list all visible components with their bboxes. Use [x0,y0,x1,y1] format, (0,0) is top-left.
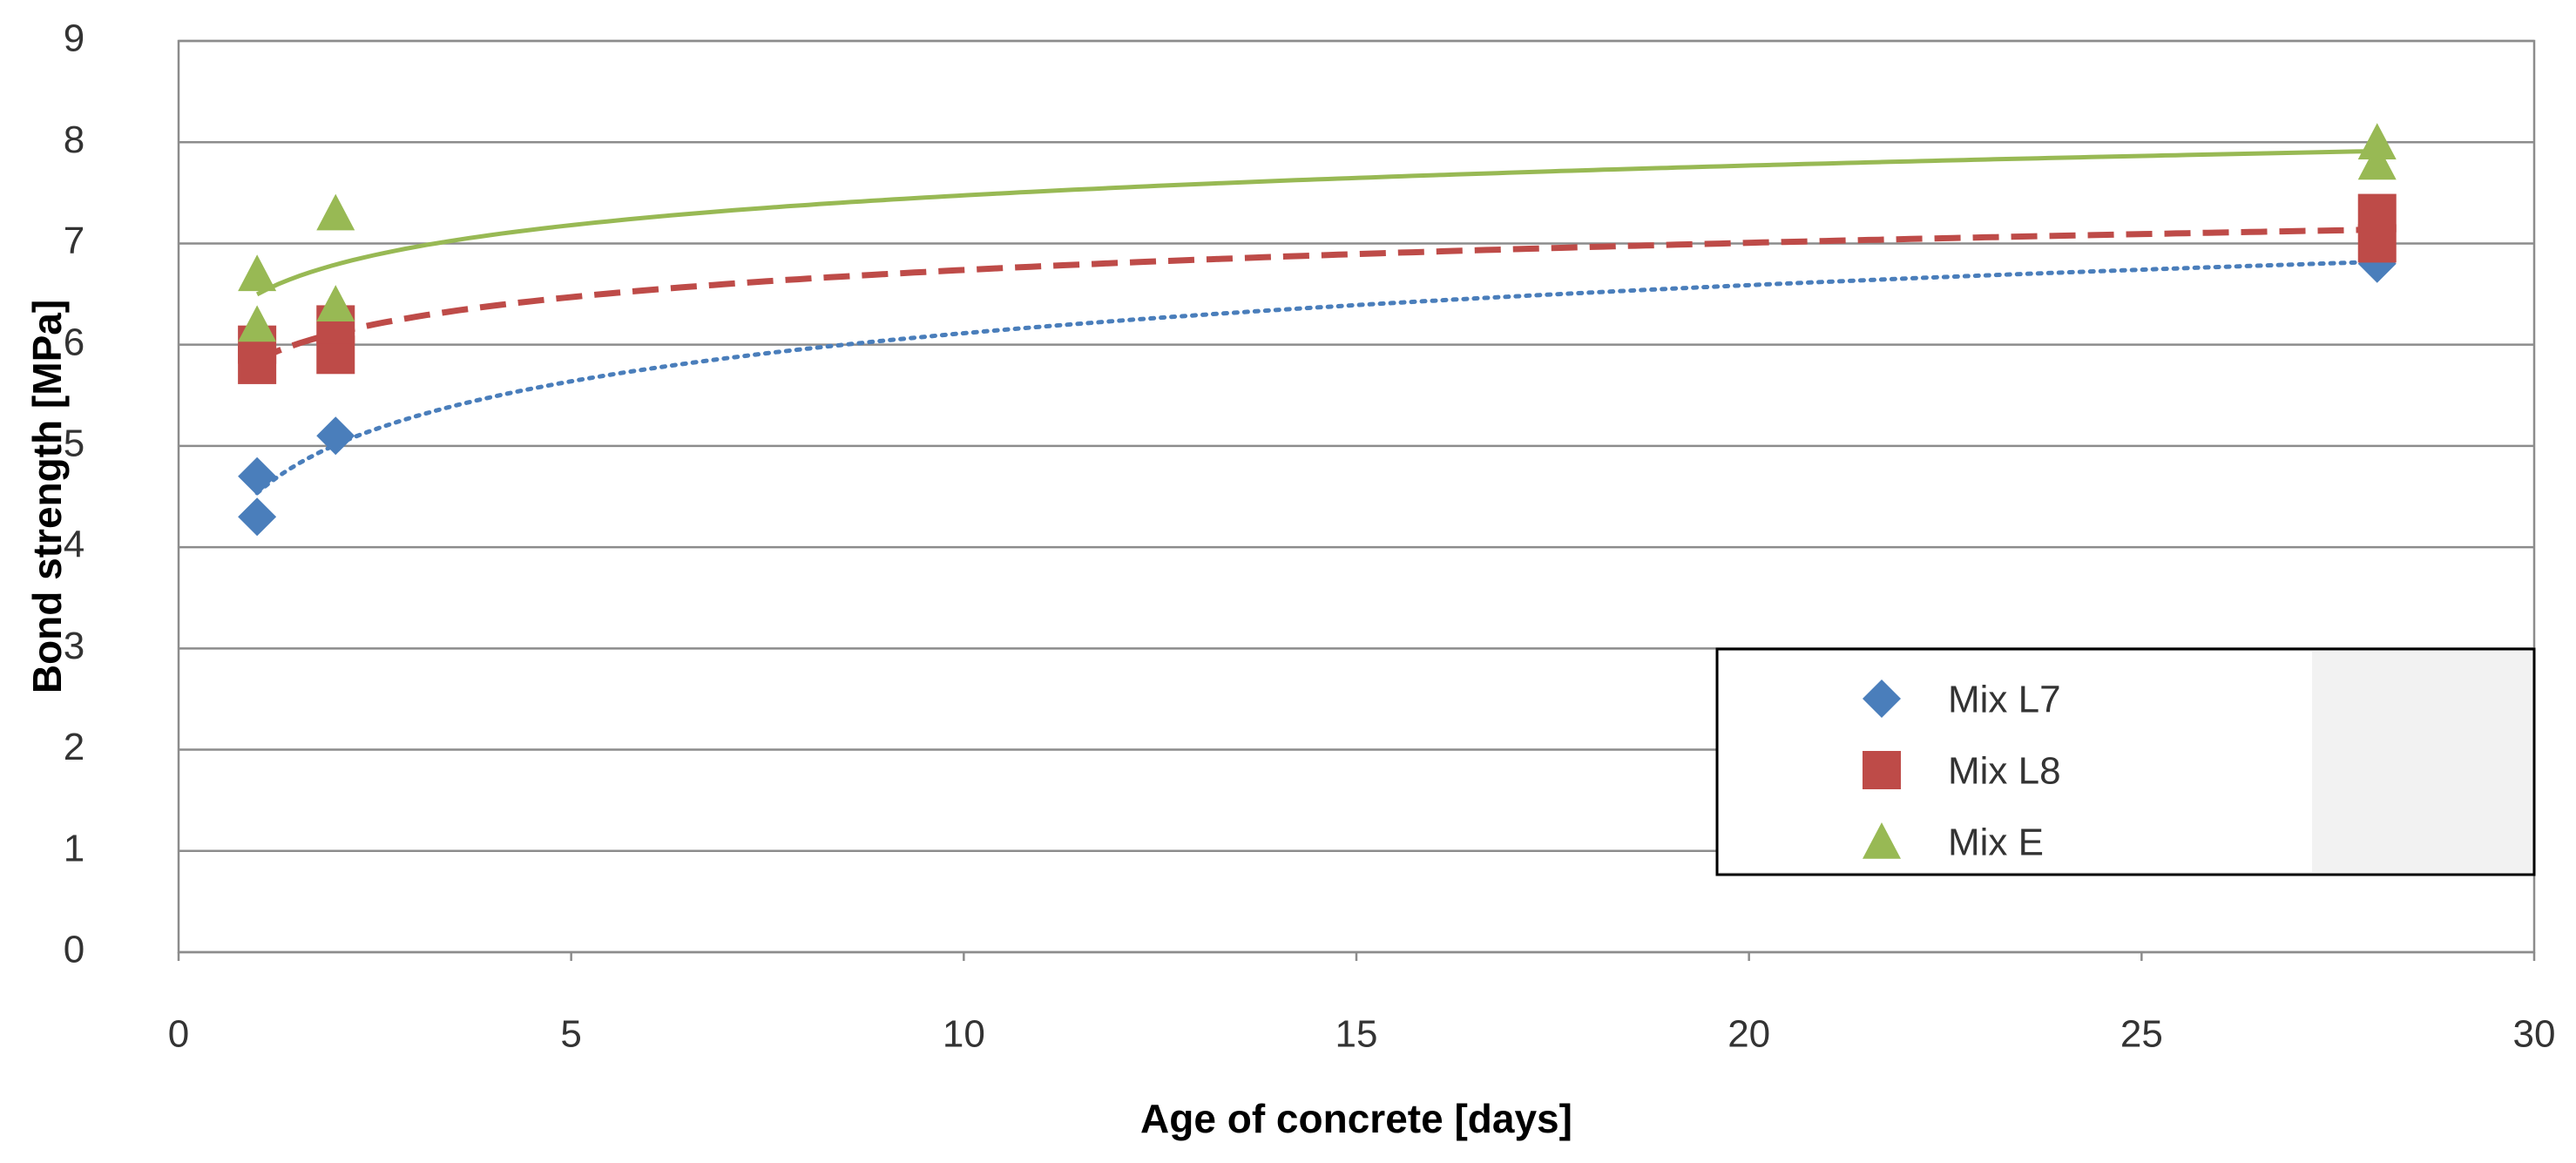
y-tick-label: 9 [64,17,85,60]
trendline [255,148,2377,297]
y-axis-title: Bond strength [MPa] [24,300,70,693]
marker [238,305,277,342]
marker [238,456,277,496]
marker [1863,680,1901,718]
y-tick-label: 6 [64,321,85,363]
x-tick-label: 30 [2513,1013,2556,1056]
marker [2357,193,2397,233]
y-tick-label: 5 [64,423,85,465]
y-tick-label: 1 [64,827,85,869]
marker [238,497,277,537]
y-tick-label: 4 [64,524,85,566]
y-tick-label: 0 [64,929,85,971]
trendline [255,227,2377,363]
marker [1863,751,1901,789]
legend-panel [1720,652,2312,872]
x-tick-label: 5 [560,1013,581,1056]
trendline [254,260,2380,496]
x-tick-label: 25 [2120,1013,2163,1056]
x-axis-title: Age of concrete [days] [1140,1096,1572,1141]
marker [1863,822,1901,859]
x-tick-label: 10 [943,1013,985,1056]
x-tick-label: 20 [1727,1013,1770,1056]
y-tick-label: 3 [64,625,85,667]
legend: Mix L7 Mix L8 Mix E [1715,647,2536,876]
x-tick-label: 15 [1335,1013,1378,1056]
legend-label: Mix L7 [1948,679,2061,721]
legend-label: Mix E [1948,822,2044,864]
y-tick-label: 7 [64,220,85,262]
x-tick-label: 0 [168,1013,189,1056]
marker [316,193,355,231]
marker [2357,123,2397,160]
marker [2357,143,2397,180]
marker [316,416,355,456]
marker [316,285,355,321]
legend-label: Mix L8 [1948,750,2061,793]
y-tick-label: 8 [64,118,85,161]
y-tick-label: 2 [64,726,85,768]
marker [238,254,277,292]
